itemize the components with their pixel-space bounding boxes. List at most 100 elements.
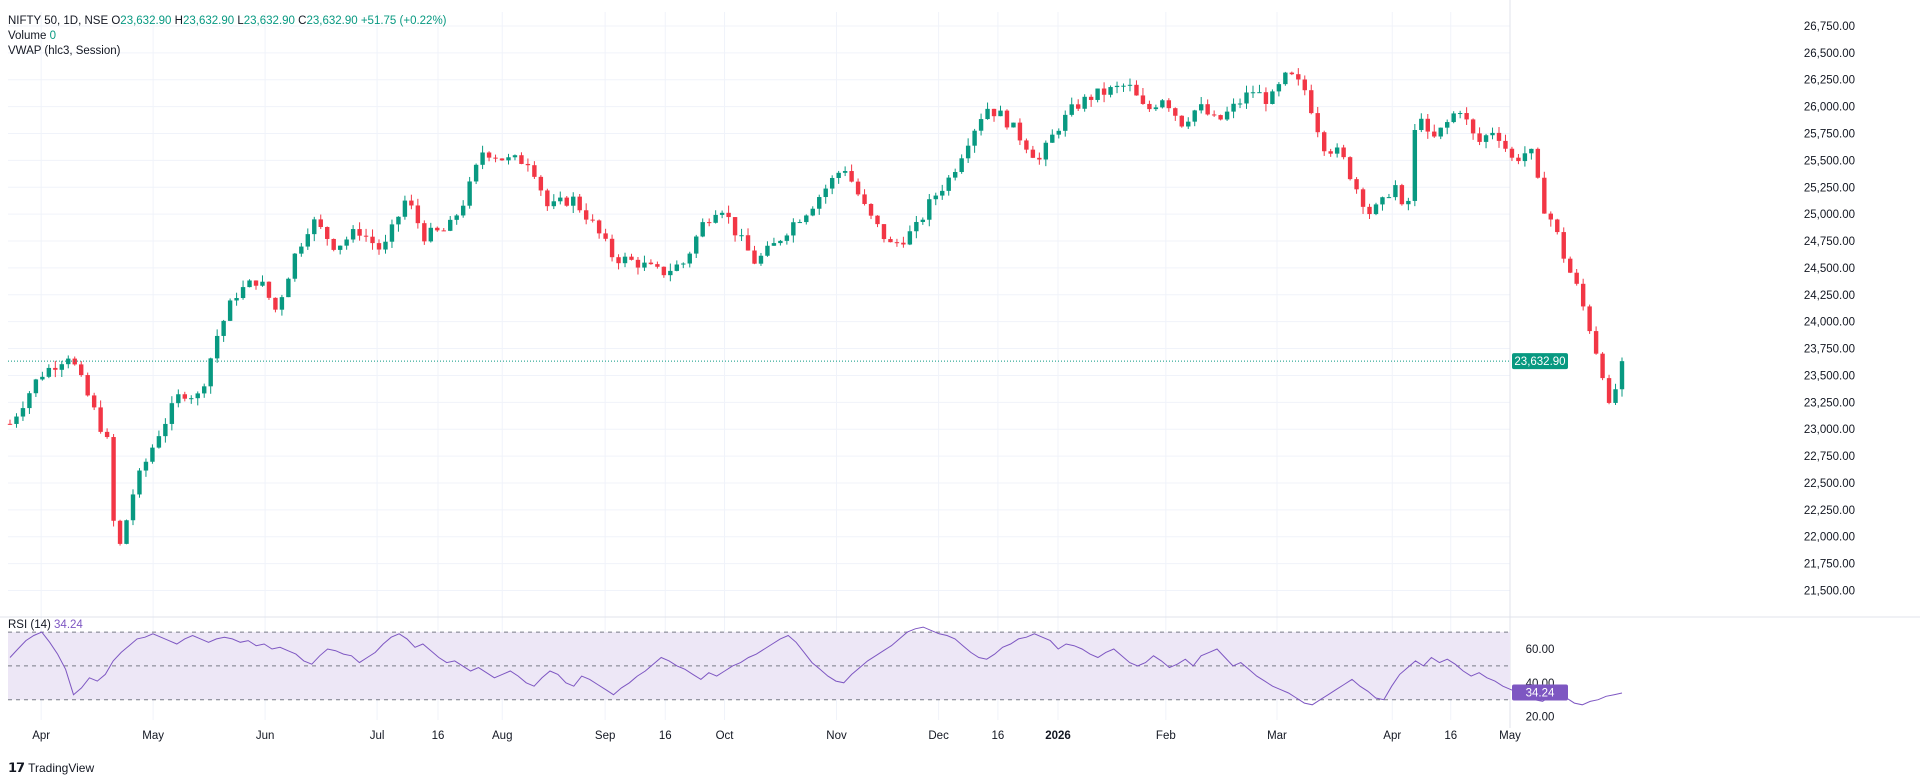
- candle-up: [396, 216, 401, 225]
- candle-up: [299, 246, 304, 254]
- time-tick-label: Oct: [716, 730, 735, 742]
- candle-down: [1004, 110, 1010, 128]
- candle-up: [14, 416, 19, 424]
- time-tick-label: 16: [432, 730, 445, 742]
- candle-up: [1419, 118, 1424, 131]
- vwap-label: VWAP (hlc3, Session): [8, 45, 121, 57]
- candle-up: [389, 224, 395, 242]
- price-grid: [0, 0, 1920, 728]
- time-tick-label: Dec: [928, 730, 949, 742]
- candle-down: [1593, 331, 1599, 354]
- price-tick-label: 23,250.00: [1804, 397, 1855, 409]
- price-tick-label: 21,750.00: [1804, 559, 1855, 571]
- candle-down: [376, 243, 382, 250]
- candle-down: [1399, 185, 1405, 205]
- candle-up: [791, 222, 796, 236]
- candle-up: [227, 300, 233, 321]
- candle-down: [862, 194, 867, 204]
- candle-up: [1108, 87, 1113, 95]
- candle-down: [1296, 74, 1301, 80]
- candle-up: [907, 231, 913, 245]
- rsi-name: RSI (14): [8, 619, 51, 631]
- candle-down: [1600, 353, 1605, 379]
- candle-down: [519, 155, 524, 164]
- candle-up: [1050, 134, 1055, 143]
- candle-down: [732, 217, 738, 236]
- close-value: 23,632.90: [306, 15, 358, 27]
- candle-down: [1555, 219, 1560, 233]
- candle-down: [1341, 147, 1346, 158]
- candle-down: [564, 197, 569, 206]
- candle-down: [1037, 157, 1042, 160]
- candle-down: [661, 266, 667, 276]
- price-tick-label: 24,500.00: [1804, 263, 1855, 275]
- price-tick-label: 26,750.00: [1804, 21, 1855, 33]
- tradingview-logo-icon: 𝟭𝟳: [8, 760, 25, 775]
- candle-down: [1509, 148, 1515, 158]
- candle-down: [1024, 140, 1029, 150]
- time-tick-label: May: [1499, 730, 1521, 742]
- candle-up: [1445, 122, 1450, 128]
- price-tick-label: 22,000.00: [1804, 532, 1855, 544]
- candle-up: [337, 245, 343, 250]
- candle-down: [545, 190, 550, 207]
- tradingview-brand[interactable]: 𝟭𝟳 TradingView: [8, 760, 94, 776]
- candle-up: [1276, 84, 1282, 92]
- low-value: 23,632.90: [243, 15, 295, 27]
- candle-down: [1289, 72, 1295, 75]
- candle-up: [1334, 147, 1340, 154]
- candle-down: [706, 222, 712, 224]
- volume-legend: Volume 0: [8, 29, 56, 44]
- candle-up: [713, 214, 718, 223]
- candle-down: [532, 165, 537, 177]
- candle-up: [1160, 100, 1165, 108]
- candle-up: [998, 110, 1003, 117]
- high-label: H: [174, 15, 183, 27]
- candle-down: [325, 227, 330, 239]
- candle-up: [124, 520, 129, 544]
- time-tick-label: May: [142, 730, 164, 742]
- candle-down: [1574, 272, 1579, 284]
- candle-up: [448, 219, 453, 231]
- candle-up: [1250, 92, 1256, 94]
- candle-down: [875, 215, 880, 225]
- candle-up: [27, 393, 32, 409]
- price-tick-label: 22,500.00: [1804, 478, 1855, 490]
- candle-down: [1075, 104, 1081, 109]
- symbol-name: NIFTY 50, 1D, NSE: [8, 15, 109, 27]
- time-tick-label: 2026: [1045, 730, 1071, 742]
- candle-up: [1270, 91, 1275, 104]
- candle-down: [1432, 131, 1437, 137]
- price-tick-label: 22,750.00: [1804, 451, 1855, 463]
- price-tick-label: 23,500.00: [1804, 370, 1855, 382]
- candle-down: [1548, 213, 1553, 220]
- candle-down: [1328, 151, 1333, 154]
- price-badge-label: 23,632.90: [1514, 356, 1565, 368]
- candle-down: [1367, 206, 1372, 215]
- price-tick-label: 21,500.00: [1804, 585, 1855, 597]
- candle-down: [1211, 114, 1217, 116]
- candle-down: [1030, 149, 1036, 158]
- candle-up: [551, 201, 557, 207]
- candle-up: [312, 219, 317, 235]
- candle-down: [1477, 133, 1482, 142]
- candle-up: [195, 393, 200, 399]
- candle-down: [609, 238, 615, 258]
- candle-up: [817, 197, 822, 209]
- candle-down: [1580, 283, 1586, 307]
- candle-up: [279, 297, 285, 310]
- candle-down: [1568, 258, 1573, 273]
- time-tick-label: Nov: [826, 730, 847, 742]
- candle-down: [253, 280, 259, 286]
- candle-down: [855, 181, 861, 195]
- candle-down: [1309, 90, 1314, 114]
- candle-up: [784, 235, 790, 241]
- candle-up: [247, 280, 252, 288]
- candle-down: [1173, 108, 1178, 116]
- candle-up: [460, 205, 466, 216]
- rsi-tick-label: 60.00: [1526, 644, 1555, 656]
- candle-down: [849, 171, 854, 182]
- candle-up: [1063, 114, 1068, 131]
- time-tick-label: 16: [1444, 730, 1457, 742]
